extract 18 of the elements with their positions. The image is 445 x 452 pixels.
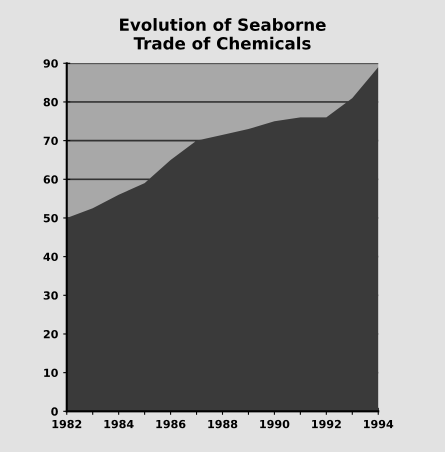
x-tick-label: 1982 bbox=[52, 420, 82, 428]
y-tick-label: 0 bbox=[51, 407, 58, 416]
x-tick-label: 1992 bbox=[312, 420, 341, 428]
y-tick-label: 30 bbox=[44, 291, 58, 300]
x-tick-label: 1994 bbox=[364, 420, 394, 428]
y-tick-label: 50 bbox=[44, 214, 58, 222]
x-tick-label: 1988 bbox=[208, 420, 238, 428]
x-tick-label: 1990 bbox=[260, 420, 290, 428]
chart-title: Evolution of Seaborne Trade of Chemicals bbox=[120, 18, 326, 50]
x-tick-label: 1986 bbox=[156, 420, 186, 428]
y-tick-label: 70 bbox=[44, 136, 58, 145]
x-tick-label: 1984 bbox=[104, 420, 134, 428]
y-tick-label: 90 bbox=[44, 59, 58, 68]
y-tick-label: 60 bbox=[44, 175, 58, 184]
y-tick-label: 40 bbox=[43, 252, 58, 262]
y-tick-label: 20 bbox=[44, 330, 58, 338]
y-tick-label: 80 bbox=[44, 98, 58, 106]
y-tick-label: 10 bbox=[44, 368, 58, 378]
